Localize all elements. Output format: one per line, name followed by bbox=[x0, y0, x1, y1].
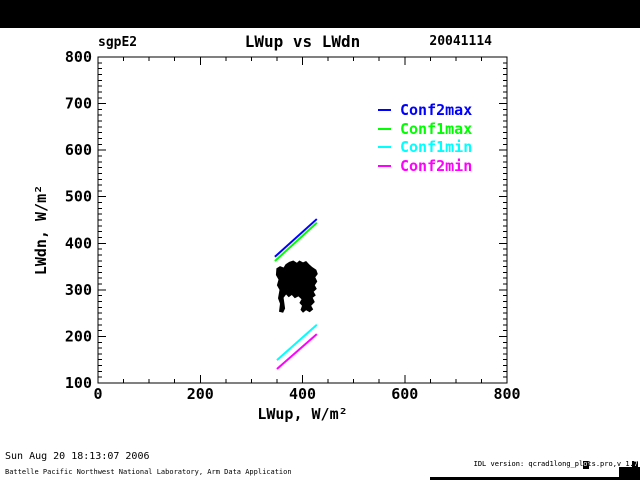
legend-label: Conf1min bbox=[400, 138, 473, 156]
legend-item-conf1min: Conf1min bbox=[378, 138, 472, 157]
y-axis-title: LWdn, W/m² bbox=[32, 185, 50, 275]
y-tick-label: 300 bbox=[65, 281, 92, 299]
plot-paper bbox=[0, 28, 640, 480]
legend-swatch bbox=[378, 164, 391, 167]
x-axis-title: LWup, W/m² bbox=[257, 405, 347, 423]
x-tick-label: 400 bbox=[289, 385, 316, 403]
y-tick-label: 200 bbox=[65, 327, 92, 345]
x-tick-label: 200 bbox=[187, 385, 214, 403]
legend-label: Conf1max bbox=[400, 119, 473, 138]
bottom-right-black-block bbox=[619, 467, 640, 480]
legend-swatch bbox=[378, 109, 391, 112]
legend-item-conf1max: Conf1max bbox=[378, 120, 472, 139]
dollar-block-right bbox=[632, 461, 638, 469]
y-tick-label: 700 bbox=[65, 95, 92, 113]
site-facility-label: sgpE2 bbox=[98, 35, 138, 50]
footer-timestamp: Sun Aug 20 18:13:07 2006 bbox=[5, 451, 150, 462]
chart-title: LWup vs LWdn bbox=[244, 32, 361, 51]
y-tick-label: 400 bbox=[65, 234, 92, 252]
x-tick-label: 600 bbox=[391, 385, 418, 403]
legend-swatch bbox=[378, 146, 391, 149]
dollar-block-left bbox=[583, 461, 589, 469]
legend-label: Conf2max bbox=[400, 101, 473, 119]
legend-item-conf2min: Conf2min bbox=[378, 157, 472, 176]
bottom-black-strip bbox=[430, 477, 640, 480]
series-line-conf2max bbox=[274, 218, 318, 258]
y-tick-label: 600 bbox=[65, 141, 92, 159]
legend-item-conf2max: Conf2max bbox=[378, 101, 472, 120]
legend: Conf2max Conf1max Conf1min Conf2min bbox=[378, 101, 472, 175]
y-tick-label: 500 bbox=[65, 188, 92, 206]
date-label: 20041114 bbox=[429, 34, 492, 49]
series-line-conf2min bbox=[276, 333, 318, 370]
idl-version-line: IDL version: qcrad1long_plots.pro,v 1.7 bbox=[473, 460, 638, 469]
y-tick-label: 800 bbox=[65, 48, 92, 66]
footer-organization: Battelle Pacific Northwest National Labo… bbox=[5, 468, 292, 476]
x-tick-label: 0 bbox=[93, 385, 102, 403]
legend-swatch bbox=[378, 127, 391, 130]
x-tick-label: 800 bbox=[493, 385, 520, 403]
footer-version-info: IDL version: qcrad1long_plots.pro,v 1.7 … bbox=[474, 444, 638, 480]
legend-label: Conf2min bbox=[400, 156, 473, 175]
series-line-conf1max bbox=[274, 222, 318, 262]
scatter-cluster bbox=[275, 260, 318, 313]
y-tick-label: 100 bbox=[65, 374, 92, 392]
series-line-conf1min bbox=[276, 324, 318, 361]
